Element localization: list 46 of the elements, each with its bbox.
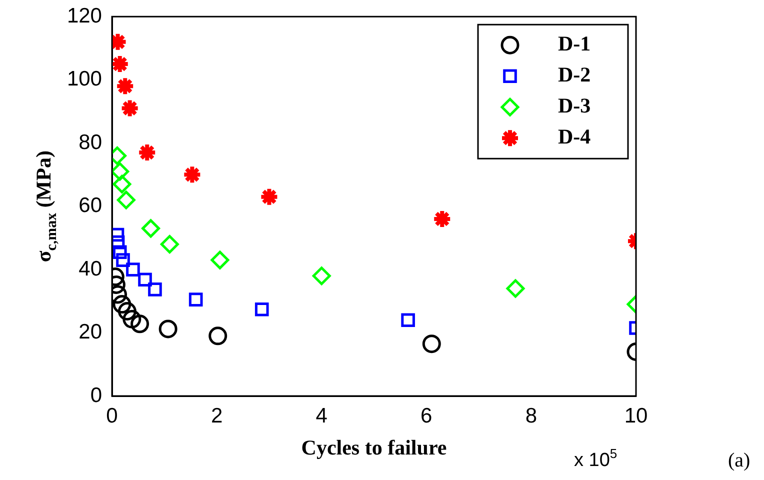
y-tick-label: 80 [78,130,102,154]
point [115,76,136,96]
y-tick-label: 40 [78,257,102,280]
legend-label: D-1 [558,32,591,56]
y-tick-label: 60 [78,194,102,218]
x-axis-title: Cycles to failure [301,435,447,460]
x-tick-label: 4 [316,404,328,428]
point [126,262,140,276]
x-tick-label: 0 [106,404,118,428]
point [116,190,136,210]
point [142,219,160,238]
point [130,314,150,334]
point [188,292,203,306]
text: (a) [728,449,750,472]
point [112,228,124,242]
point [112,162,130,181]
y-tick-label: 120 [66,4,102,28]
point [112,235,125,250]
point [118,302,136,321]
x-tick-label: 10 [624,404,648,428]
x-tick-label: 6 [420,404,432,428]
y-axis-title: σc,max (MPa) [31,150,60,262]
point [254,302,269,316]
point [158,320,178,338]
point [210,250,230,270]
point [120,98,140,118]
point [138,272,152,287]
point [208,326,228,346]
point [112,245,127,260]
point [312,266,331,286]
point [182,164,202,185]
point [148,282,162,296]
point [112,295,132,314]
legend-label: D-3 [558,94,591,118]
y-tick-label: 0 [90,384,102,407]
legend-label: D-4 [558,124,592,149]
y-tick-label: 20 [78,320,102,344]
point [259,186,280,207]
point [160,234,179,254]
x-tick-label: 2 [210,404,223,428]
y-tick-label: 100 [66,68,102,91]
point [122,310,142,328]
x-tick-label: 8 [525,404,538,428]
legend-label: D-2 [558,62,591,87]
point [116,253,130,267]
point [112,174,132,194]
